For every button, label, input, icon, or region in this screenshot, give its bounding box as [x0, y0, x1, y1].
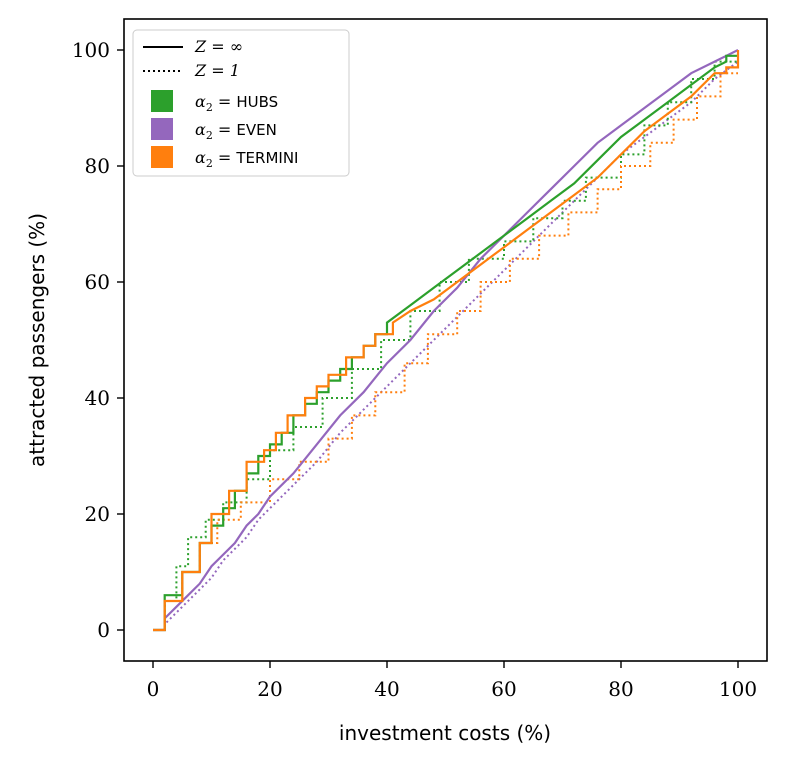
legend-label: α2 = HUBS	[195, 92, 278, 114]
legend-label: Z = 1	[194, 61, 240, 80]
x-axis-label: investment costs (%)	[339, 721, 551, 745]
x-tick-label: 60	[491, 677, 516, 701]
legend-label: α2 = TERMINI	[195, 148, 298, 170]
x-tick-label: 0	[147, 677, 160, 701]
x-tick-label: 40	[374, 677, 399, 701]
y-axis-label: attracted passengers (%)	[25, 213, 49, 467]
x-tick-label: 80	[608, 677, 633, 701]
legend: Z = ∞ Z = 1 α2 = HUBS α2 = EVEN α2 = TERMINI	[132, 29, 350, 177]
series-line-termini-z-1	[153, 72, 738, 631]
y-tick-label: 0	[97, 618, 110, 642]
x-tick-label: 100	[719, 677, 757, 701]
series-line-termini-z-inf	[153, 50, 740, 632]
legend-box	[132, 29, 350, 177]
plot-frame	[123, 18, 768, 662]
x-tick-label: 20	[257, 677, 282, 701]
legend-label: α2 = EVEN	[195, 120, 277, 142]
y-tick-label: 100	[72, 38, 110, 62]
y-tick-label: 80	[85, 154, 110, 178]
legend-swatch-termini	[151, 146, 173, 168]
y-tick-label: 60	[85, 270, 110, 294]
series-line-even-z-inf	[153, 49, 739, 632]
series-layer	[153, 49, 740, 632]
legend-swatch-hubs	[151, 90, 173, 112]
y-tick-label: 20	[85, 502, 110, 526]
legend-label: Z = ∞	[194, 37, 243, 56]
series-line-hubs-z-1	[153, 60, 738, 631]
y-tick-label: 40	[85, 386, 110, 410]
ticks-layer: 0 20 40 60 80 100 0 20 40 60 80 100	[72, 38, 757, 701]
legend-swatch-even	[151, 118, 173, 140]
